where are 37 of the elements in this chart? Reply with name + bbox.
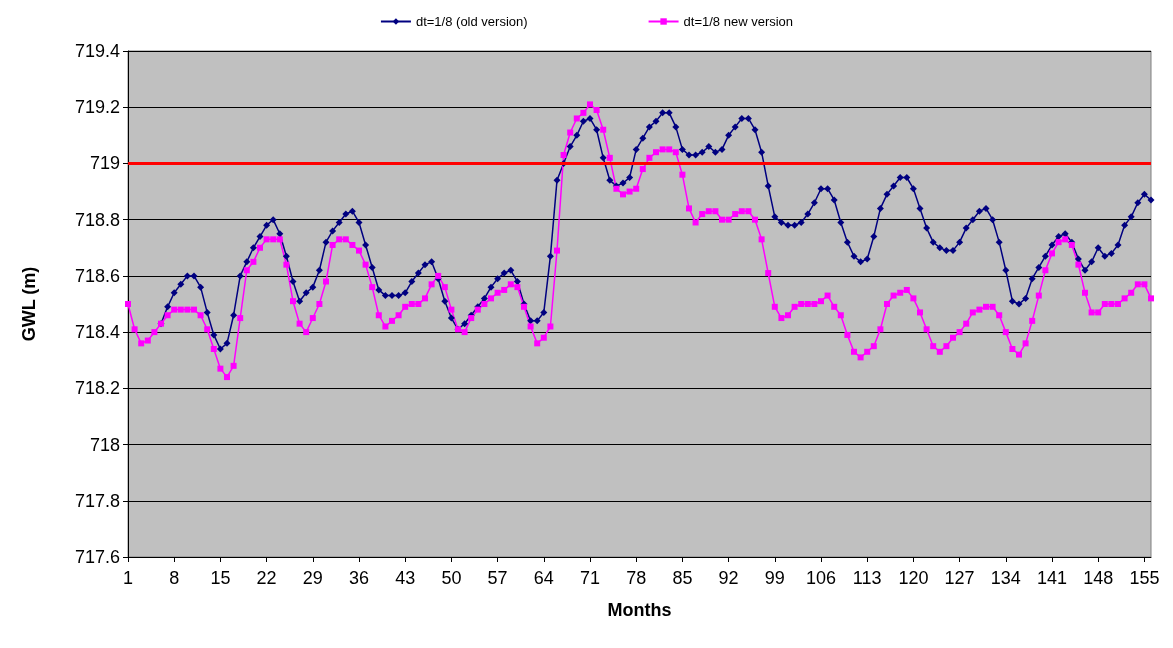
x-tick-label: 92 <box>718 568 739 588</box>
x-tick-label: 36 <box>348 568 370 588</box>
x-tick-label: 155 <box>1129 568 1160 588</box>
x-tick-label: 43 <box>395 568 416 588</box>
y-tick-label: 719.2 <box>74 97 120 118</box>
x-tick-label: 64 <box>533 568 554 588</box>
legend-label: dt=1/8 (old version) <box>415 14 528 29</box>
x-tick-label: 113 <box>852 568 882 588</box>
x-tick-label: 148 <box>1083 568 1114 588</box>
x-tick-label: 1 <box>122 568 134 588</box>
x-tick-label: 134 <box>990 568 1021 588</box>
y-tick-label: 717.6 <box>74 547 120 567</box>
x-tick-label: 71 <box>579 568 601 588</box>
x-tick-label: 50 <box>441 568 462 588</box>
y-tick-label: 718.6 <box>74 265 120 286</box>
y-tick-label: 718.8 <box>74 209 120 230</box>
x-axis-title: Months <box>607 600 672 620</box>
x-tick-label: 57 <box>487 568 508 588</box>
x-tick-label: 78 <box>626 568 647 588</box>
x-tick-label: 15 <box>210 568 231 588</box>
legend-label: dt=1/8 new version <box>683 14 794 29</box>
x-tick-label: 127 <box>944 568 975 588</box>
y-tick-label: 719.4 <box>74 41 120 61</box>
y-tick-label: 718 <box>89 434 120 455</box>
x-tick-label: 120 <box>898 568 929 588</box>
y-tick-label: 719 <box>89 153 120 174</box>
x-tick-label: 8 <box>169 568 180 588</box>
x-tick-label: 22 <box>256 568 277 588</box>
x-tick-label: 29 <box>302 568 323 588</box>
y-tick-label: 717.8 <box>74 490 120 511</box>
x-tick-label: 85 <box>672 568 693 588</box>
y-axis-title: GWL (m) <box>19 266 39 342</box>
y-tick-label: 718.2 <box>74 378 120 399</box>
x-tick-label: 106 <box>805 568 837 588</box>
x-tick-label: 99 <box>764 568 785 588</box>
y-tick-label: 718.4 <box>74 322 120 343</box>
x-tick-label: 141 <box>1036 568 1068 588</box>
